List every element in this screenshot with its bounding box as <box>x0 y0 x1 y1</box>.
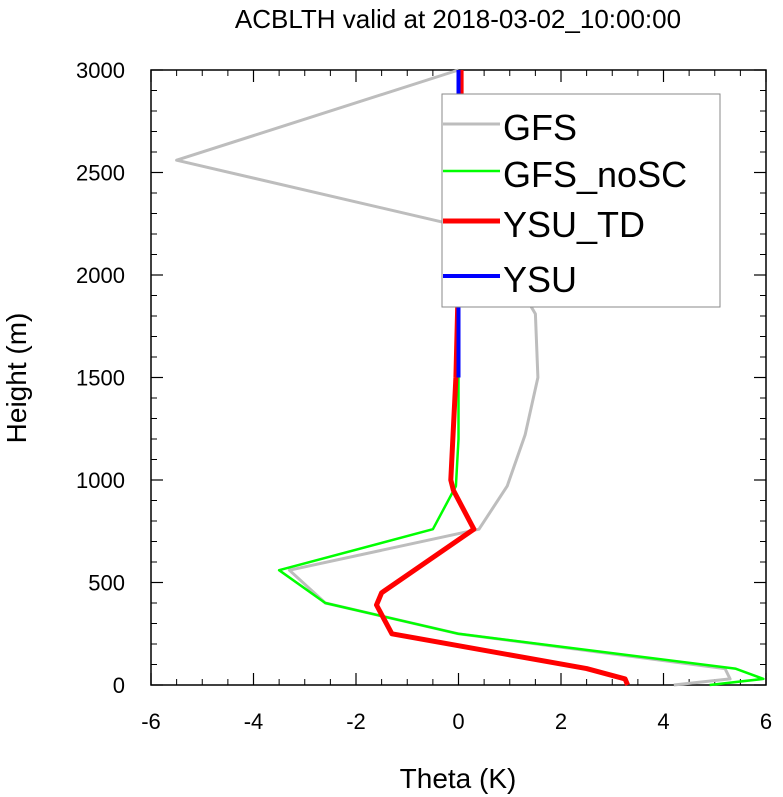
axis-ticks <box>150 69 767 686</box>
legend-label: YSU <box>503 259 577 300</box>
y-tick-label: 500 <box>88 571 125 596</box>
y-tick-label: 2000 <box>76 263 125 288</box>
legend-box <box>441 93 721 308</box>
y-tick-labels: 0 500 1000 1500 2000 2500 3000 <box>76 58 125 698</box>
x-tick-label: -6 <box>141 709 161 734</box>
y-tick-label: 1000 <box>76 468 125 493</box>
x-tick-label: 0 <box>452 709 464 734</box>
legend-label: GFS_noSC <box>503 154 687 195</box>
legend-entries: GFS GFS_noSC YSU_TD YSU <box>443 107 687 300</box>
chart-title: ACBLTH valid at 2018-03-02_10:00:00 <box>235 4 681 34</box>
x-tick-labels: -6 -4 -2 0 2 4 6 <box>141 709 772 734</box>
y-tick-label: 0 <box>113 673 125 698</box>
legend-label: GFS <box>503 107 577 148</box>
legend: GFS GFS_noSC YSU_TD YSU <box>441 93 721 308</box>
x-tick-label: 6 <box>760 709 772 734</box>
y-tick-label: 1500 <box>76 366 125 391</box>
x-tick-label: 4 <box>657 709 669 734</box>
y-tick-label: 3000 <box>76 58 125 83</box>
y-tick-label: 2500 <box>76 161 125 186</box>
x-tick-label: -4 <box>244 709 264 734</box>
x-tick-label: 2 <box>555 709 567 734</box>
legend-label: YSU_TD <box>503 204 645 245</box>
y-axis-title: Height (m) <box>1 313 32 444</box>
x-tick-label: -2 <box>346 709 366 734</box>
x-axis-title: Theta (K) <box>400 763 517 794</box>
